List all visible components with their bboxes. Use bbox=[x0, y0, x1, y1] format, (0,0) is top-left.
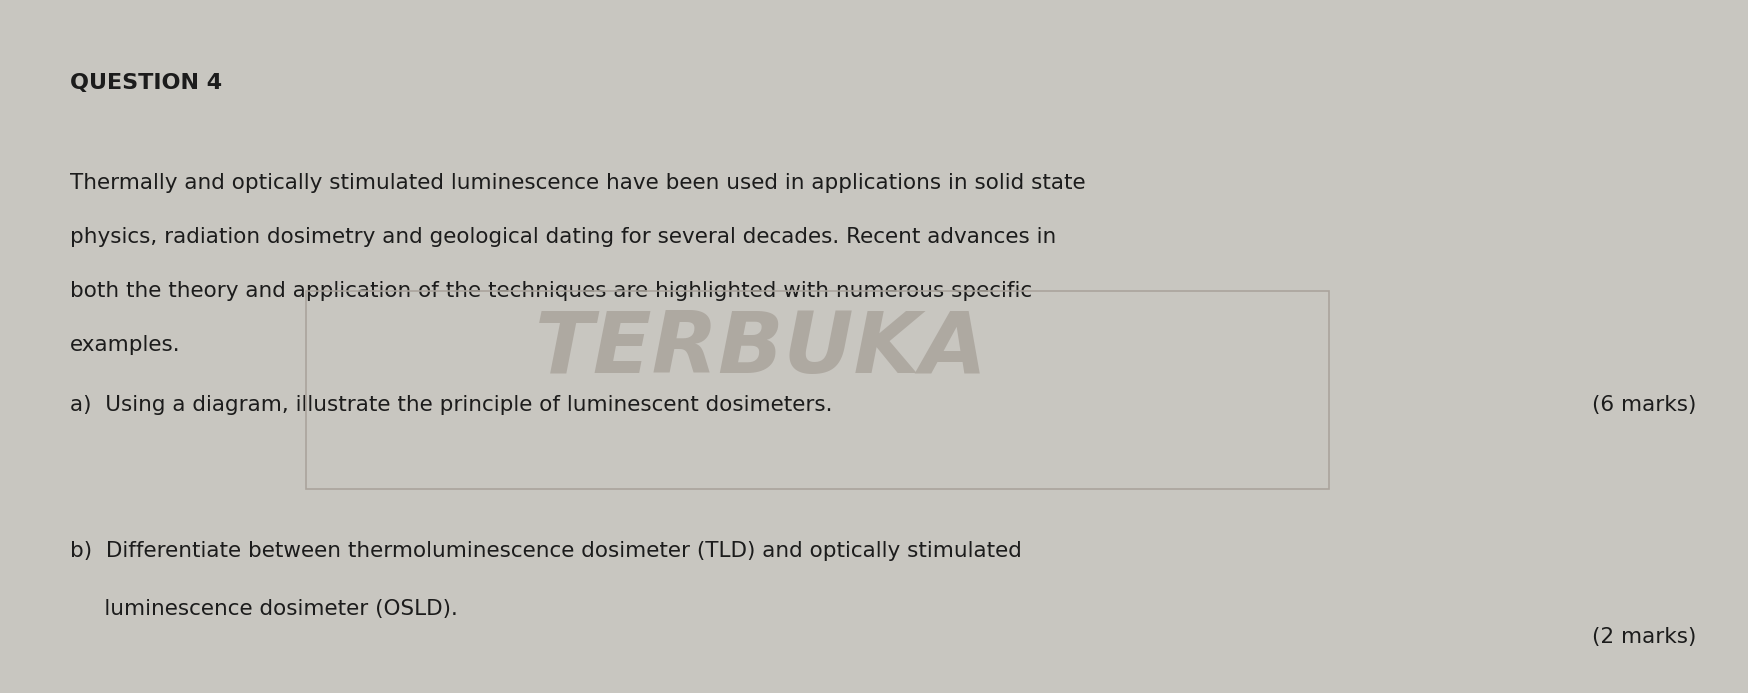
Text: (6 marks): (6 marks) bbox=[1591, 395, 1696, 415]
Text: both the theory and application of the techniques are highlighted with numerous : both the theory and application of the t… bbox=[70, 281, 1031, 301]
Text: a)  Using a diagram, illustrate the principle of luminescent dosimeters.: a) Using a diagram, illustrate the princ… bbox=[70, 395, 832, 415]
Bar bbox=[306, 291, 1328, 489]
Text: QUESTION 4: QUESTION 4 bbox=[70, 73, 222, 93]
Text: examples.: examples. bbox=[70, 335, 180, 356]
Text: TERBUKA: TERBUKA bbox=[535, 308, 986, 392]
Text: Thermally and optically stimulated luminescence have been used in applications i: Thermally and optically stimulated lumin… bbox=[70, 173, 1086, 193]
Text: physics, radiation dosimetry and geological dating for several decades. Recent a: physics, radiation dosimetry and geologi… bbox=[70, 227, 1056, 247]
Text: luminescence dosimeter (OSLD).: luminescence dosimeter (OSLD). bbox=[70, 599, 458, 620]
Text: b)  Differentiate between thermoluminescence dosimeter (TLD) and optically stimu: b) Differentiate between thermoluminesce… bbox=[70, 541, 1021, 561]
Text: (2 marks): (2 marks) bbox=[1591, 627, 1696, 647]
